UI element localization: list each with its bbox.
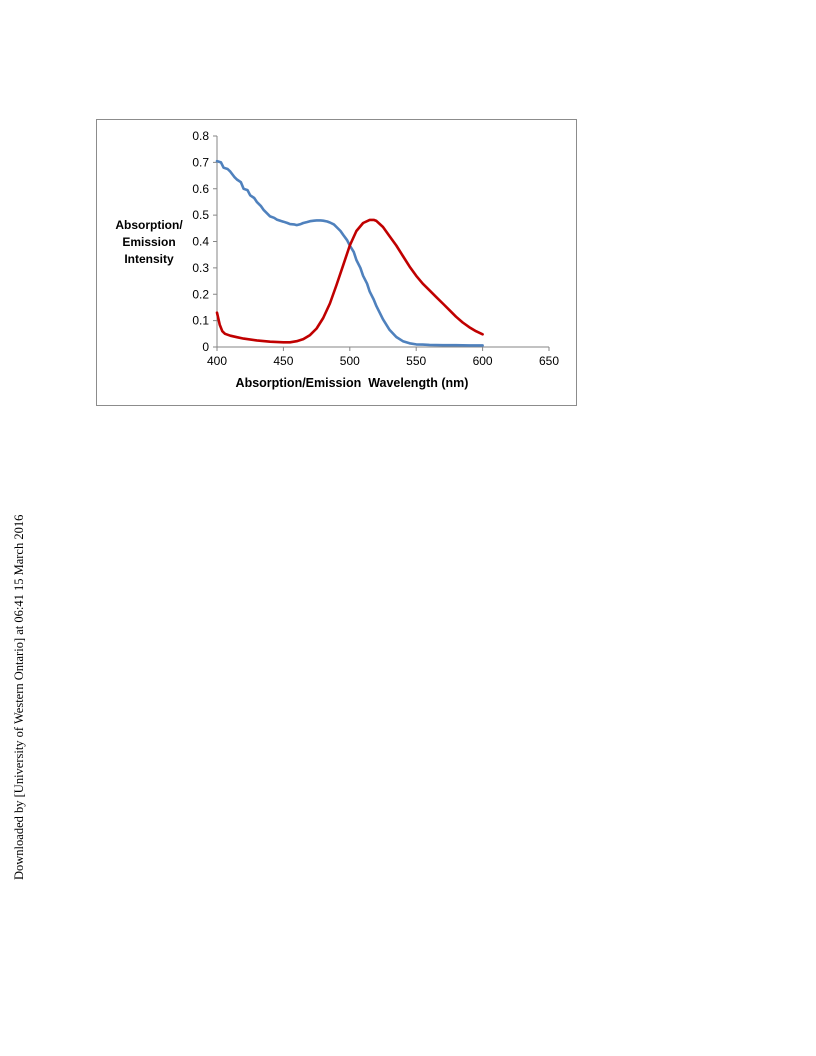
y-tick-label: 0.5: [192, 208, 209, 222]
y-tick-label: 0: [202, 340, 209, 354]
y-axis-label: Absorption/ Emission Intensity: [109, 217, 189, 268]
y-axis-label-line: Absorption/: [115, 218, 183, 232]
series-line-emission: [215, 218, 484, 344]
y-tick-label: 0.2: [192, 287, 209, 301]
y-axis-label-line: Emission: [122, 235, 176, 249]
x-tick-label: 450: [273, 354, 293, 368]
x-tick-label: 550: [406, 354, 426, 368]
chart-plot: 0 0.1 0.2 0.3 0.4 0.5 0.6 0.7 0.8 400 450 500 550 600…: [192, 129, 559, 368]
x-tick-label: 650: [539, 354, 559, 368]
x-tick-label: 400: [207, 354, 227, 368]
y-tick-label: 0.7: [192, 155, 209, 169]
y-axis-label-line: Intensity: [124, 252, 174, 266]
x-axis-label: Absorption/Emission Wavelength (nm): [235, 376, 469, 390]
y-tick-label: 0.4: [192, 235, 209, 249]
download-watermark: Downloaded by [University of Western Ont…: [12, 514, 26, 880]
chart-frame: 0 0.1 0.2 0.3 0.4 0.5 0.6 0.7 0.8 400 450 500 550 600…: [96, 119, 577, 406]
y-tick-label: 0.6: [192, 182, 209, 196]
series-line-absorption: [215, 159, 484, 347]
x-tick-label: 500: [340, 354, 360, 368]
y-tick-label: 0.3: [192, 261, 209, 275]
x-tick-label: 600: [473, 354, 493, 368]
y-tick-label: 0.1: [192, 314, 209, 328]
y-tick-label: 0.8: [192, 129, 209, 143]
